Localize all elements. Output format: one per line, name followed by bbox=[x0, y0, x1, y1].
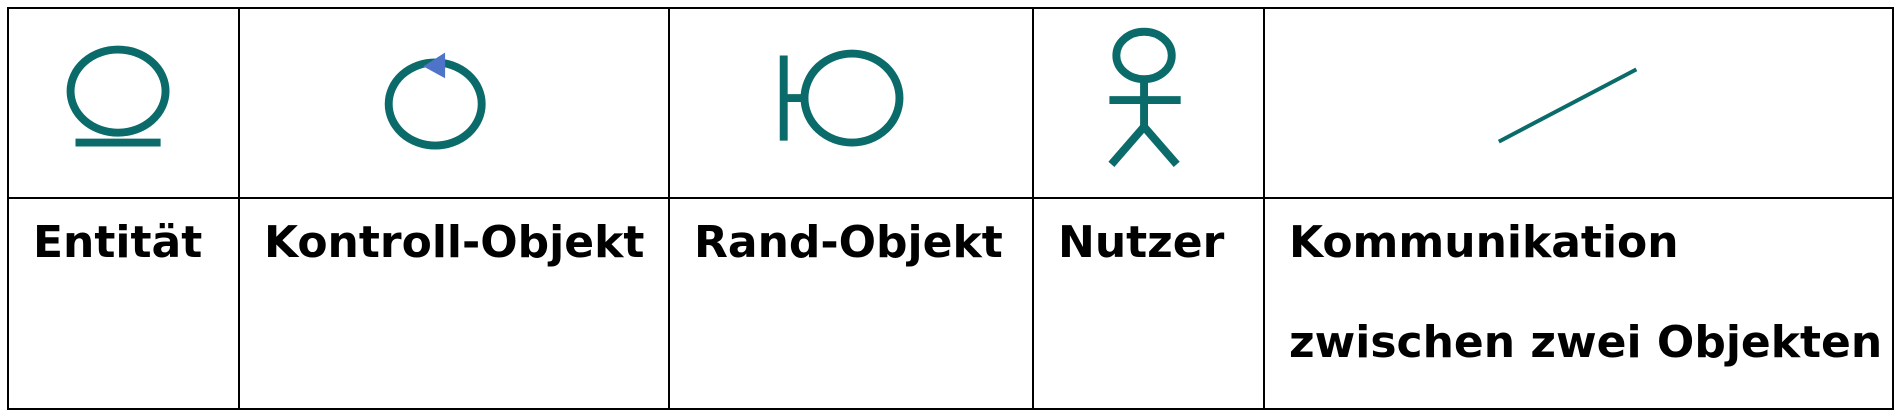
control-object-label: Kontroll-Objekt bbox=[264, 217, 645, 268]
control-object-label-cell: Kontroll-Objekt bbox=[238, 197, 670, 410]
communication-label: Kommunikation zwischen zwei Objekten bbox=[1265, 193, 1892, 393]
communication-line-icon bbox=[1497, 67, 1638, 144]
communication-label-line-2: zwischen zwei Objekten bbox=[1289, 317, 1883, 368]
control-object-cell bbox=[238, 7, 670, 199]
entity-icon bbox=[66, 45, 170, 147]
boundary-object-label-cell: Rand-Objekt bbox=[668, 197, 1034, 410]
communication-cell bbox=[1263, 7, 1894, 199]
communication-label-cell: Kommunikation zwischen zwei Objekten bbox=[1263, 197, 1894, 410]
legend-table: Entität Kontroll-Objekt Rand-Objekt Nutz… bbox=[7, 7, 1894, 410]
entity-cell bbox=[7, 7, 240, 199]
control-object-icon bbox=[384, 52, 486, 150]
entity-label: Entität bbox=[33, 217, 203, 268]
boundary-object-cell bbox=[668, 7, 1034, 199]
boundary-object-icon bbox=[779, 49, 904, 147]
actor-icon bbox=[1108, 27, 1181, 167]
symbol-row bbox=[7, 7, 1894, 199]
actor-label-cell: Nutzer bbox=[1032, 197, 1265, 410]
actor-label: Nutzer bbox=[1058, 217, 1225, 268]
entity-label-cell: Entität bbox=[7, 197, 240, 410]
label-row: Entität Kontroll-Objekt Rand-Objekt Nutz… bbox=[7, 197, 1894, 410]
communication-label-line-1: Kommunikation bbox=[1289, 217, 1679, 268]
boundary-object-label: Rand-Objekt bbox=[694, 217, 1003, 268]
actor-cell bbox=[1032, 7, 1265, 199]
